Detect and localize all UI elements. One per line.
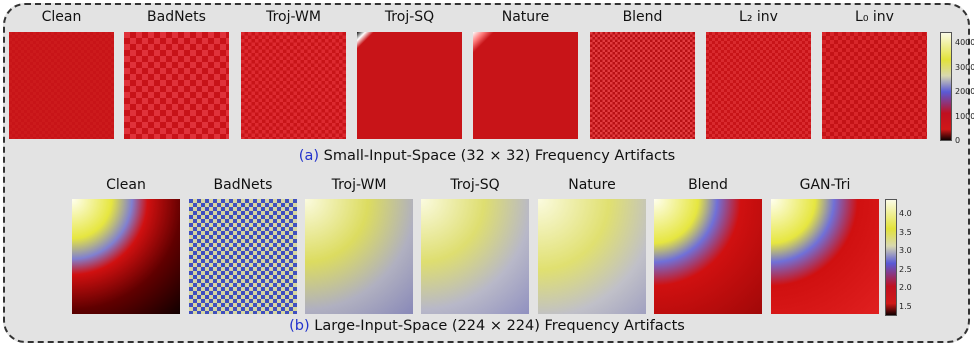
heatmap bbox=[421, 199, 529, 314]
heatmap bbox=[305, 199, 413, 314]
colorbar-tick-label: 2000 bbox=[955, 87, 974, 96]
caption-text: Small-Input-Space (32 × 32) Frequency Ar… bbox=[323, 148, 676, 164]
colorbar-tick-label: 0 bbox=[955, 136, 961, 145]
heatmap bbox=[124, 32, 229, 139]
colorbar-tick-label: 4.0 bbox=[899, 209, 912, 218]
colorbar bbox=[940, 32, 952, 141]
panel-title: Troj-SQ bbox=[450, 177, 500, 193]
heatmap bbox=[654, 199, 762, 314]
caption-text: Large-Input-Space (224 × 224) Frequency … bbox=[314, 318, 685, 334]
panel-title: Blend bbox=[622, 9, 663, 25]
panel-title: L₀ inv bbox=[855, 9, 894, 25]
panel-title: BadNets bbox=[213, 177, 273, 193]
panel-title: Nature bbox=[501, 9, 550, 25]
colorbar-tick-label: 2.0 bbox=[899, 283, 912, 292]
colorbar-tick-label: 3000 bbox=[955, 62, 974, 72]
heatmap bbox=[241, 32, 346, 139]
panel-title: BadNets bbox=[147, 9, 206, 25]
caption-b: (b) Large-Input-Space (224 × 224) Freque… bbox=[0, 318, 974, 334]
heatmap bbox=[822, 32, 927, 139]
caption-label: (b) bbox=[289, 318, 310, 334]
heatmap bbox=[706, 32, 811, 139]
colorbar-tick-label: 1000 bbox=[955, 111, 974, 121]
panel-title: Troj-SQ bbox=[384, 9, 435, 25]
heatmap bbox=[189, 199, 297, 314]
colorbar-tick-label: 1.5 bbox=[899, 301, 912, 311]
colorbar bbox=[885, 199, 897, 316]
colorbar-tick-label: 2.5 bbox=[899, 264, 912, 274]
colorbar-tick-label: 3.5 bbox=[899, 227, 912, 237]
colorbar-tick-label: 3.0 bbox=[899, 246, 912, 255]
heatmap bbox=[72, 199, 180, 314]
heatmap bbox=[590, 32, 695, 139]
heatmap bbox=[473, 32, 578, 139]
panel-title: Nature bbox=[568, 177, 616, 193]
colorbar-tick-label: 4000 bbox=[955, 38, 974, 47]
panel-title: Clean bbox=[41, 9, 82, 25]
panel-title: Troj-WM bbox=[266, 9, 321, 25]
caption-a: (a) Small-Input-Space (32 × 32) Frequenc… bbox=[0, 148, 974, 164]
heatmap bbox=[9, 32, 114, 139]
heatmap bbox=[538, 199, 646, 314]
panel-title: Clean bbox=[106, 177, 146, 193]
panel-title: Troj-WM bbox=[331, 177, 387, 193]
heatmap bbox=[357, 32, 462, 139]
panel-title: L₂ inv bbox=[739, 9, 778, 25]
caption-label: (a) bbox=[298, 148, 319, 164]
panel-title: GAN-Tri bbox=[799, 177, 851, 193]
heatmap bbox=[771, 199, 879, 314]
panel-title: Blend bbox=[688, 177, 728, 193]
